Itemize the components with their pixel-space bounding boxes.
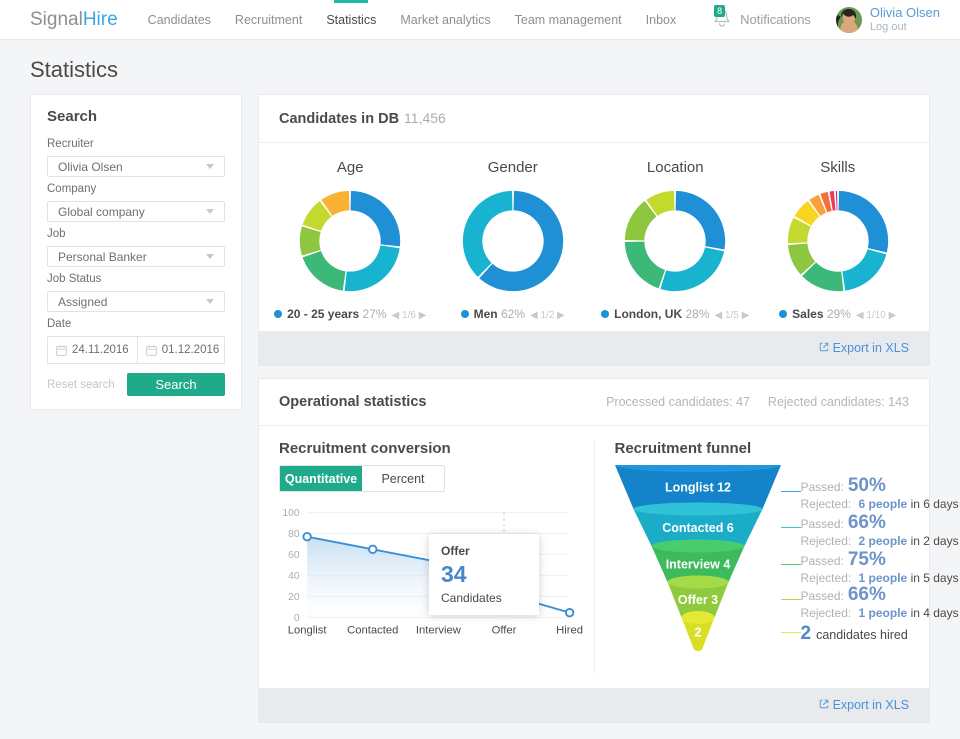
svg-text:40: 40 bbox=[288, 571, 300, 582]
svg-text:Contacted: Contacted bbox=[347, 624, 398, 636]
svg-text:100: 100 bbox=[282, 508, 299, 519]
svg-text:Interview: Interview bbox=[416, 624, 462, 636]
svg-text:0: 0 bbox=[294, 613, 300, 624]
svg-text:Longlist 12: Longlist 12 bbox=[665, 480, 731, 494]
svg-text:20: 20 bbox=[288, 592, 300, 603]
svg-text:2: 2 bbox=[694, 626, 701, 640]
svg-text:Contacted 6: Contacted 6 bbox=[662, 521, 734, 535]
svg-text:Hired: Hired bbox=[556, 624, 583, 636]
svg-text:60: 60 bbox=[288, 550, 300, 561]
svg-text:Offer: Offer bbox=[492, 624, 517, 636]
svg-text:Longlist: Longlist bbox=[288, 624, 328, 636]
svg-text:Interview 4: Interview 4 bbox=[665, 557, 730, 571]
svg-text:80: 80 bbox=[288, 529, 300, 540]
svg-text:Offer 3: Offer 3 bbox=[677, 593, 717, 607]
